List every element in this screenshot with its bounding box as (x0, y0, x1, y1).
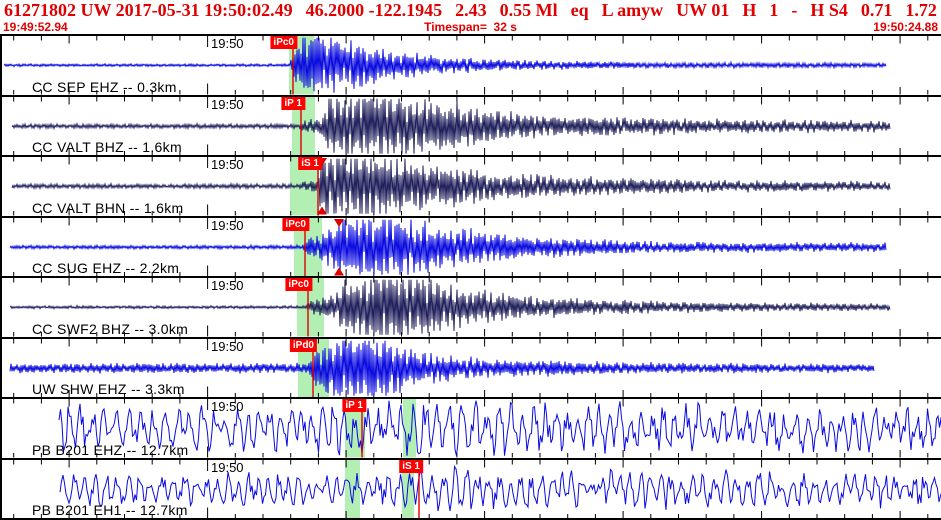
waveform (59, 464, 941, 511)
minute-time-label: 19:50 (211, 459, 244, 475)
pick-flag[interactable]: iPc0 (282, 217, 309, 231)
station-channel-label: CC VALT BHZ -- 1.6km (32, 139, 182, 155)
minute-time-label: 19:50 (211, 399, 244, 414)
header-token: UW 01 (676, 0, 730, 20)
pick-flag[interactable]: iPc0 (270, 36, 297, 49)
trace-panel[interactable]: 19:50 iP 1 PB B201 EHZ -- 12.7km (2, 399, 941, 460)
trace-panel-list: 19:50 iPc0 CC SEP EHZ -- 0.3km 19:50 iP … (0, 34, 941, 520)
station-channel-label: PB B201 EHZ -- 12.7km (32, 441, 189, 458)
trace-panel[interactable]: 19:50 iS 1 CC VALT BHN -- 1.6km (2, 157, 941, 218)
event-info-header: 61271802 UW 2017-05-31 19:50:02.49 46.200… (0, 0, 941, 21)
minute-time-label: 19:50 (211, 217, 244, 233)
s-arrival-triangle-icon[interactable] (334, 218, 344, 227)
header-token: 61271802 UW 2017-05-31 19:50:02.49 (4, 0, 293, 20)
waveform (11, 98, 891, 154)
seismogram-plot (3, 36, 929, 95)
trace-panel[interactable]: 19:50 iS 1 PB B201 EH1 -- 12.7km (2, 459, 941, 520)
trace-panel[interactable]: 19:50 iPc0 CC SUG EHZ -- 2.2km (2, 217, 941, 278)
waveform (11, 158, 891, 214)
header-token: 2.43 (455, 0, 487, 20)
trace-panel[interactable]: 19:50 iP 1 CC VALT BHZ -- 1.6km (2, 96, 941, 157)
waveform (9, 279, 891, 335)
station-channel-label: CC SEP EHZ -- 0.3km (32, 78, 177, 95)
header-token: - (791, 0, 798, 20)
trace-panel[interactable]: 19:50 iPc0 CC SWF2 BHZ -- 3.0km (2, 278, 941, 339)
station-channel-label: CC VALT BHN -- 1.6km (32, 199, 184, 216)
station-channel-label: UW SHW EHZ -- 3.3km (32, 381, 185, 397)
minute-time-label: 19:50 (211, 157, 244, 172)
header-token: H S4 (810, 0, 848, 20)
header-token: 1 (769, 0, 779, 20)
pick-flag[interactable]: iPd0 (289, 338, 317, 352)
waveform (9, 219, 887, 275)
station-channel-label: CC SWF2 BHZ -- 3.0km (32, 320, 189, 337)
seismogram-plot (13, 399, 941, 458)
header-token: 46.2000 -122.1945 (305, 0, 443, 20)
station-channel-label: PB B201 EH1 -- 12.7km (32, 502, 188, 518)
minute-time-label: 19:50 (211, 338, 244, 354)
minute-time-label: 19:50 (211, 36, 244, 51)
pick-flag[interactable]: iPc0 (285, 278, 312, 291)
header-token: L amyw (601, 0, 664, 20)
timespan-label: Timespan= 32 s (424, 20, 517, 34)
window-start-time: 19:49:52.94 (3, 20, 68, 34)
pick-flag[interactable]: iP 1 (342, 399, 366, 412)
trace-panel[interactable]: 19:50 iPc0 CC SEP EHZ -- 0.3km (2, 36, 941, 97)
header-token: eq (570, 0, 589, 20)
s-arrival-triangle-icon[interactable] (334, 267, 344, 275)
window-end-time: 19:50:24.88 (873, 20, 938, 34)
time-axis-header: 19:49:52.94 Timespan= 32 s 19:50:24.88 (0, 21, 941, 34)
station-channel-label: CC SUG EHZ -- 2.2km (32, 260, 180, 276)
header-token: 0.55 Ml (499, 0, 558, 20)
header-token: 0.71 (860, 0, 893, 20)
waveform (9, 340, 875, 396)
header-token: 1.72 (905, 0, 937, 20)
pick-flag[interactable]: iS 1 (298, 157, 322, 170)
minute-time-label: 19:50 (211, 96, 244, 112)
pick-window-highlight (345, 459, 360, 518)
trace-panel[interactable]: 19:50 iPd0 UW SHW EHZ -- 3.3km (2, 338, 941, 399)
minute-time-label: 19:50 (211, 278, 244, 293)
header-token: H (742, 0, 757, 20)
waveform (3, 37, 887, 93)
pick-flag[interactable]: iS 1 (399, 459, 423, 473)
s-arrival-triangle-icon[interactable] (317, 206, 327, 215)
seismogram-plot (11, 96, 929, 155)
waveform (58, 400, 941, 456)
pick-flag[interactable]: iP 1 (281, 96, 305, 110)
